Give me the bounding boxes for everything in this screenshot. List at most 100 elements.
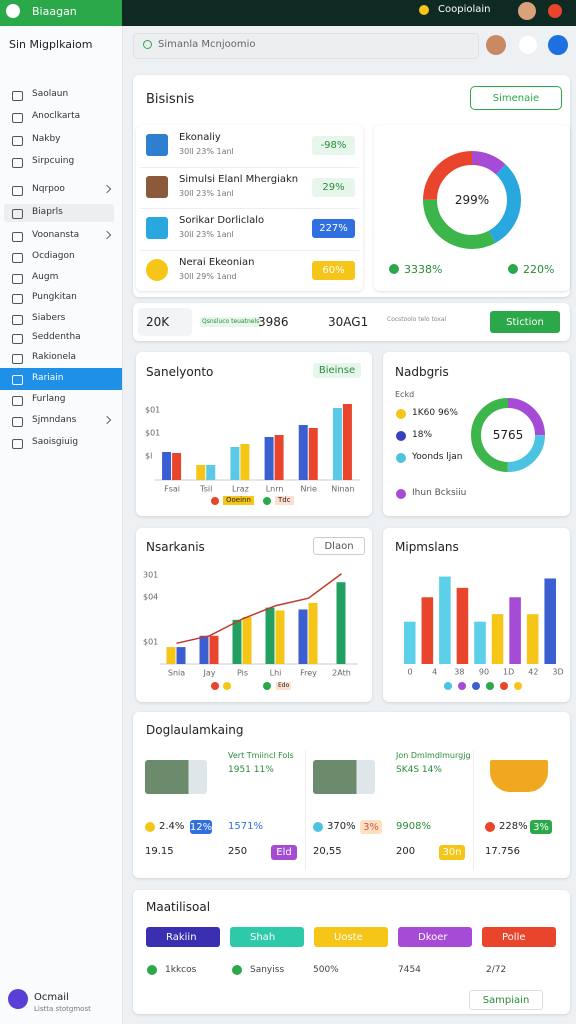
product-subtitle: 1951 11% [228, 765, 274, 775]
brand: Biaagan [32, 5, 77, 18]
material-button[interactable]: Rakiin [146, 927, 220, 947]
product-total: 17.756 [485, 846, 520, 857]
product-tag: 30n [439, 845, 465, 860]
nav-item[interactable]: Saoisgiuig [32, 437, 79, 447]
nav-icon [12, 315, 23, 325]
product-title: Vert Tmiincl Fols [228, 751, 294, 760]
product-stat: 370% [327, 821, 356, 832]
nav-item[interactable]: Augm [32, 272, 59, 282]
shares-header: Eckd [395, 390, 415, 399]
nav-item[interactable]: Sjmndans [32, 415, 77, 425]
top-bar [122, 0, 576, 26]
maps-card [383, 528, 570, 702]
nav-icon [12, 186, 23, 196]
maps-title: Mipmslans [395, 540, 459, 554]
nav-item[interactable]: Furlang [32, 394, 66, 404]
markets-button[interactable]: Dlaon [313, 537, 365, 555]
hover-item [4, 204, 114, 222]
materials-button[interactable]: Sampiain [469, 990, 543, 1010]
product-total: 20,55 [313, 846, 342, 857]
product-stat: 1571% [228, 821, 263, 832]
material-button[interactable]: Polle [482, 927, 556, 947]
sales-title: Sanelyonto [146, 365, 214, 379]
product-badge: 12% [189, 820, 213, 834]
material-footer: Sanyiss [250, 965, 285, 975]
shares-title: Nadbgris [395, 365, 449, 379]
search-placeholder[interactable]: Simanla Mcnjoomio [158, 39, 256, 50]
material-button[interactable]: Shah [230, 927, 304, 947]
nav-icon [12, 274, 23, 284]
legend: 220% [523, 263, 555, 276]
row-title: Simulsi Elanl Mhergiakn [179, 173, 299, 185]
row-subtitle: 30ll 29% 1and [179, 271, 237, 281]
nav-item[interactable]: Sirpcuing [32, 156, 75, 166]
nav-icon [12, 113, 23, 123]
nav-item[interactable]: Saolaun [32, 89, 69, 99]
nav-item[interactable]: Ocdiagon [32, 251, 75, 261]
nav-item[interactable]: Nakby [32, 134, 61, 144]
legend: Tdc [275, 496, 294, 505]
product-total: 200 [396, 846, 416, 857]
product-badge: 3% [360, 820, 382, 834]
product-title: Jon Dmlmdlmurgjg [396, 751, 471, 760]
material-footer: 7454 [398, 965, 421, 975]
nav-icon [12, 91, 23, 101]
nav-icon [12, 396, 23, 406]
nav-item[interactable]: Rariain [32, 373, 64, 383]
nav-icon [12, 334, 23, 344]
row-subtitle: 30ll 23% 1anl [179, 230, 234, 239]
material-button[interactable]: Dkoer [398, 927, 472, 947]
overview-button[interactable]: Simenaie [470, 86, 562, 110]
stat-note: Cocstoolo telo toxal [387, 316, 447, 323]
row-title: Ekonaliy [179, 132, 221, 143]
row-badge: 227% [312, 219, 355, 238]
nav-item[interactable]: Siabers [32, 313, 66, 323]
nav-icon [12, 158, 23, 168]
material-footer: 2/72 [486, 965, 507, 975]
shares-row: Yoonds ljan [412, 452, 463, 462]
nav-item[interactable]: Seddentha [32, 332, 81, 342]
nav-item[interactable]: Nqrpoo [32, 184, 65, 194]
divider [140, 249, 359, 251]
nav-item[interactable]: Anoclkarta [32, 111, 81, 121]
user-name[interactable]: Coopiolain [438, 4, 491, 15]
donut-center: 299% [454, 193, 490, 207]
nav-item[interactable]: Biaprls [32, 207, 63, 217]
nav-icon [12, 232, 23, 242]
product-stat: 9908% [396, 821, 431, 832]
stat-box [138, 308, 192, 336]
nav-item[interactable]: Pungkitan [32, 292, 77, 302]
shares-row: 1K60 96% [412, 408, 458, 418]
row-badge: 60% [312, 260, 355, 280]
shares-footer: Ihun Bcksiiu [412, 488, 467, 498]
row-icon [146, 134, 168, 156]
sales-card [136, 352, 372, 516]
truck-icon [313, 760, 375, 794]
dot [548, 35, 568, 55]
product-stat: 2.4% [159, 821, 185, 832]
nav-item[interactable]: Voonansta [32, 230, 80, 240]
row-title: Sorikar Dorliclalo [179, 215, 265, 226]
product-total: 19.15 [145, 846, 174, 857]
sales-button[interactable]: Bieinse [313, 363, 361, 378]
nav-icon [12, 294, 23, 304]
product-subtitle: SK4S 14% [396, 765, 442, 775]
basket-icon [490, 760, 548, 792]
nav-icon [12, 209, 23, 219]
row-icon [146, 258, 168, 281]
legend: Edo [276, 682, 292, 690]
row-badge: -98% [312, 136, 355, 155]
stat: 3986 [258, 315, 289, 329]
material-button[interactable]: Uoste [314, 927, 388, 947]
stats-button[interactable]: Stiction [490, 311, 560, 333]
nav-icon [12, 354, 23, 364]
row-icon [146, 217, 168, 239]
materials-title: Maatilisoal [146, 900, 211, 914]
nav-icon [12, 417, 23, 427]
divider [140, 208, 359, 209]
product-tag: Eld [271, 845, 297, 860]
row-badge: 29% [312, 177, 355, 197]
divider [140, 166, 359, 168]
nav-item[interactable]: Rakionela [32, 352, 77, 362]
row-subtitle: 30ll 23% 1anl [179, 188, 234, 198]
